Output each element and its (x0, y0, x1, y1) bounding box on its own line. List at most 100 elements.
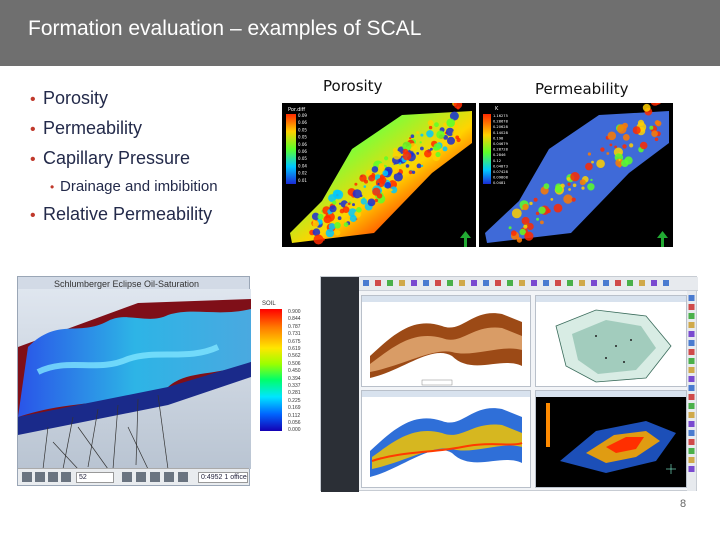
permeability-label: Permeability (535, 80, 629, 98)
seismic-section-porosity-pane (361, 295, 531, 387)
legend-value: 0.02 (298, 171, 307, 176)
porosity-map: Por.diff 0.09 0.06 0.05 0.05 0.06 0.06 0.05 0.0… (282, 103, 476, 247)
bullet-text: Capillary Pressure (43, 148, 191, 168)
legend-value: 0.112 (288, 412, 301, 419)
reservoir-3d-model (18, 289, 251, 469)
eclipse-oil-saturation-view: Schlumberger Eclipse Oil-Saturation 52 (17, 276, 251, 486)
porosity-color-bar (286, 114, 296, 184)
map-view-pane (535, 295, 687, 387)
bullet-text: Permeability (43, 118, 143, 138)
legend-value: 0.198 (493, 136, 504, 140)
legend-value: 0.281 (288, 390, 301, 397)
legend-value: 0.000 (288, 427, 301, 434)
soil-color-bar (260, 309, 282, 431)
petrel-right-toolbar (687, 291, 696, 491)
porosity-label: Porosity (323, 77, 383, 95)
eclipse-title: Schlumberger Eclipse Oil-Saturation (54, 279, 200, 289)
legend-value: 0.05 (298, 135, 307, 140)
petrel-left-sidebar (321, 277, 359, 492)
arrow-up-icon (657, 231, 668, 247)
legend-value: 0.169 (288, 405, 301, 412)
legend-value: 0.28728 (493, 148, 509, 152)
bullet-item: • Permeability (30, 114, 218, 144)
bullet-marker: • (30, 151, 36, 168)
legend-value: 0.06 (298, 142, 307, 147)
legend-value: 0.844 (288, 316, 301, 323)
3d-view-pane (535, 390, 687, 488)
forward-button[interactable] (61, 472, 71, 482)
legend-value: 0.04679 (493, 142, 509, 146)
legend-value: 0.731 (288, 331, 301, 338)
legend-value: 0.05 (298, 127, 307, 132)
soil-legend-header: SOIL (262, 301, 276, 307)
bullet-item: • Relative Permeability (30, 200, 218, 230)
bullet-item: • Capillary Pressure (30, 144, 218, 174)
legend-value: 0.2846 (493, 153, 506, 157)
reservoir-blue-zone (18, 309, 251, 417)
legend-value: 0.225 (288, 397, 301, 404)
legend-value: 0.450 (288, 368, 301, 375)
petrel-sidebar-tree (321, 277, 359, 492)
permeability-color-bar (483, 114, 491, 184)
porosity-map-canvas: Por.diff 0.09 0.06 0.05 0.05 0.06 0.06 0.05 0.0… (286, 103, 472, 247)
legend-value: 0.28678 (493, 120, 509, 124)
legend-value: 0.787 (288, 323, 301, 330)
soil-legend: SOIL 0.900 0.844 0.787 0.731 0.675 0.619 0.562… (258, 301, 306, 433)
legend-value: 0.394 (288, 375, 301, 382)
slide-title: Formation evaluation – examples of SCAL (28, 17, 422, 40)
rewind-button[interactable] (22, 472, 32, 482)
compass-icon (666, 464, 676, 474)
title-bar: Formation evaluation – examples of SCAL (0, 0, 720, 66)
legend-value: 0.900 (288, 309, 301, 315)
legend-value: 1.16275 (493, 114, 508, 118)
legend-value: 0.675 (288, 338, 301, 345)
frame-input[interactable]: 52 (76, 472, 114, 483)
page-number: 8 (680, 498, 687, 510)
legend-value: 0.562 (288, 353, 301, 360)
legend-value: 0.09 (298, 113, 307, 118)
legend-value: 0.01 (298, 178, 307, 183)
legend-value: 0.056 (288, 420, 301, 426)
legend-value: 0.07428 (493, 170, 509, 174)
seismic-section-saturation-pane (361, 390, 531, 488)
bullet-item: • Porosity (30, 84, 218, 114)
well-trajectories (42, 394, 169, 469)
permeability-map: K 1.16275 0.28678 0.20628 0.14028 0.198 0.046… (479, 103, 673, 247)
permeability-legend-header: K (495, 106, 499, 112)
legend-value: 0.05 (298, 156, 307, 161)
bullet-text: Drainage and imbibition (60, 178, 218, 195)
petrel-application-window (320, 276, 698, 492)
step-button[interactable] (122, 472, 132, 482)
legend-value: 0.04873 (493, 164, 508, 168)
legend-value: 0.506 (288, 360, 301, 367)
loop-button[interactable] (136, 472, 146, 482)
legend-value: 0.337 (288, 383, 301, 389)
legend-value: 0.12 (493, 159, 501, 163)
camera-button[interactable] (150, 472, 160, 482)
stop-button[interactable] (48, 472, 58, 482)
bullet-text: Relative Permeability (43, 204, 213, 224)
legend-value: 0.619 (288, 346, 301, 352)
play-button[interactable] (35, 472, 45, 482)
settings-button[interactable] (164, 472, 174, 482)
legend-value: 0.20628 (493, 125, 509, 129)
petrel-toolbar (359, 277, 698, 291)
bullet-list: • Porosity • Permeability • Capillary Press… (30, 84, 218, 230)
export-button[interactable] (178, 472, 188, 482)
sub-bullet-item: • Drainage and imbibition (30, 174, 218, 200)
legend-value: 0.0481 (493, 181, 506, 185)
eclipse-playback-bar: 52 0:4952 1 office (18, 468, 249, 485)
porosity-legend-header: Por.diff (288, 107, 306, 113)
reservoir-lower-edge (18, 362, 251, 435)
legend-value: 0.09808 (493, 176, 509, 180)
bullet-text: Porosity (43, 88, 109, 108)
legend-value: 0.04 (298, 163, 307, 168)
bullet-marker: • (30, 121, 36, 138)
status-field: 0:4952 1 office (198, 472, 248, 483)
legend-value: 0.14028 (493, 131, 509, 135)
legend-value: 0.06 (298, 149, 307, 154)
bullet-marker: • (30, 91, 36, 108)
legend-value: 0.06 (298, 120, 307, 125)
arrow-up-icon (460, 231, 471, 247)
